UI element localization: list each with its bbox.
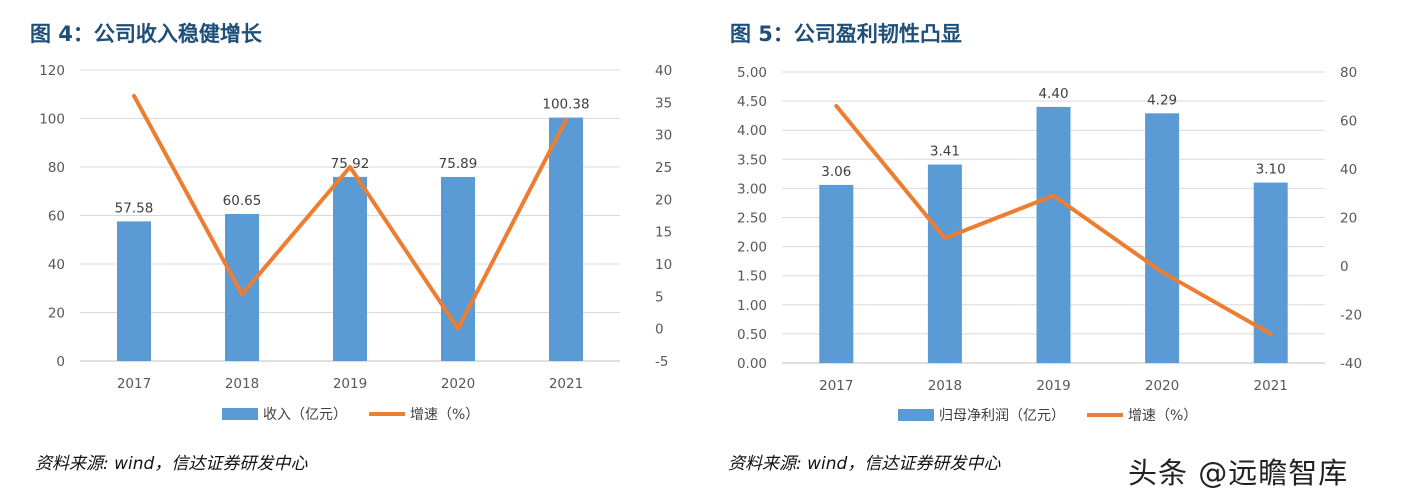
data-label: 75.89 [439,156,478,172]
y-right-tick-label: 30 [655,128,672,144]
x-tick-label: 2020 [441,376,475,392]
data-label: 4.40 [1038,86,1068,102]
legend-label: 归母净利润（亿元） [939,407,1065,424]
profit-chart: 0.00 0.50 1.00 1.50 2.00 2.50 3.00 3.50 4.00 4.50… [737,65,1362,424]
legend-swatch-bar [898,409,934,421]
y-left-tick-label: 100 [39,112,65,128]
y-left-tick-label: 2.00 [737,240,767,256]
revenue-chart: 0 20 40 60 80 100 120 -5 0 5 10 15 20 25 30 35 40 57.58 20… [39,63,672,423]
legend-label: 增速（%） [1128,408,1197,424]
data-label: 3.41 [930,144,960,160]
x-tick-label: 2019 [1036,378,1070,394]
y-right-tick-label: 10 [655,257,672,273]
data-label: 75.92 [331,156,370,172]
source-note: 资料来源: wind，信达证券研发中心 [35,454,308,474]
y-right-tick-label: 20 [655,192,672,208]
y-left-tick-label: 3.00 [737,181,767,197]
x-tick-label: 2017 [819,378,853,394]
y-left-tick-label: 4.50 [737,94,767,110]
data-label: 3.10 [1256,162,1286,178]
chart-panel-revenue: 图 4：公司收入稳健增长 0 20 40 60 80 100 120 -5 0 5 10 15 20 25… [0,0,700,502]
bar [549,117,583,362]
data-label: 60.65 [223,193,262,209]
bar [333,176,367,361]
x-tick-label: 2021 [1254,378,1288,394]
y-right-tick-label: -5 [655,354,668,370]
y-left-tick-label: 4.00 [737,123,767,139]
x-tick-label: 2021 [549,376,583,392]
data-label: 3.06 [821,164,851,180]
y-left-tick-label: 1.50 [737,269,767,285]
source-note: 资料来源: wind，信达证券研发中心 [728,454,1001,474]
y-right-tick-label: 0 [1340,259,1349,275]
y-left-tick-label: 60 [48,209,65,225]
bar [1036,106,1071,364]
data-label: 4.29 [1147,92,1177,108]
bar [117,221,151,361]
y-right-tick-label: 60 [1340,114,1357,130]
y-left-tick-label: 40 [48,257,65,273]
bar [225,213,259,361]
bar [927,164,962,363]
x-tick-label: 2019 [333,376,367,392]
y-right-tick-label: 40 [1340,162,1357,178]
x-tick-label: 2018 [928,378,962,394]
x-tick-label: 2018 [225,376,259,392]
y-right-tick-label: 5 [655,289,664,305]
y-left-tick-label: 0.00 [737,356,767,372]
y-right-tick-label: 25 [655,160,672,176]
x-tick-label: 2020 [1145,378,1179,394]
y-right-tick-label: 40 [655,63,672,79]
legend-label: 收入（亿元） [263,407,347,423]
y-left-tick-label: 5.00 [737,65,767,81]
chart-title: 图 5：公司盈利韧性凸显 [730,22,962,46]
legend-swatch-bar [222,408,258,420]
legend: 归母净利润（亿元） 增速（%） [898,407,1197,424]
y-left-tick-label: 120 [39,63,65,79]
y-right-tick-label: -20 [1340,308,1362,324]
bar [819,184,854,363]
y-right-tick-label: 20 [1340,211,1357,227]
y-left-tick-label: 1.00 [737,298,767,314]
x-tick-label: 2017 [117,376,151,392]
y-right-tick-label: -40 [1340,356,1362,372]
legend: 收入（亿元） 增速（%） [222,407,479,423]
bar [1145,113,1180,364]
y-left-tick-label: 0 [56,354,65,370]
y-left-tick-label: 2.50 [737,211,767,227]
bar [441,176,475,361]
y-right-tick-label: 15 [655,225,672,241]
y-left-tick-label: 3.50 [737,152,767,168]
y-left-tick-label: 0.50 [737,327,767,343]
chart-title: 图 4：公司收入稳健增长 [30,22,262,46]
bar [1253,182,1288,363]
y-right-tick-label: 80 [1340,65,1357,81]
data-label: 100.38 [542,97,589,113]
legend-label: 增速（%） [410,407,479,423]
y-left-tick-label: 20 [48,306,65,322]
chart-panel-profit: 图 5：公司盈利韧性凸显 0.00 0.50 1.00 1.50 2.00 2.50 3.0… [700,0,1402,502]
y-right-tick-label: 35 [655,95,672,111]
watermark: 头条 @远瞻智库 [1128,456,1349,490]
data-label: 57.58 [115,200,154,216]
y-right-tick-label: 0 [655,322,664,338]
y-left-tick-label: 80 [48,160,65,176]
